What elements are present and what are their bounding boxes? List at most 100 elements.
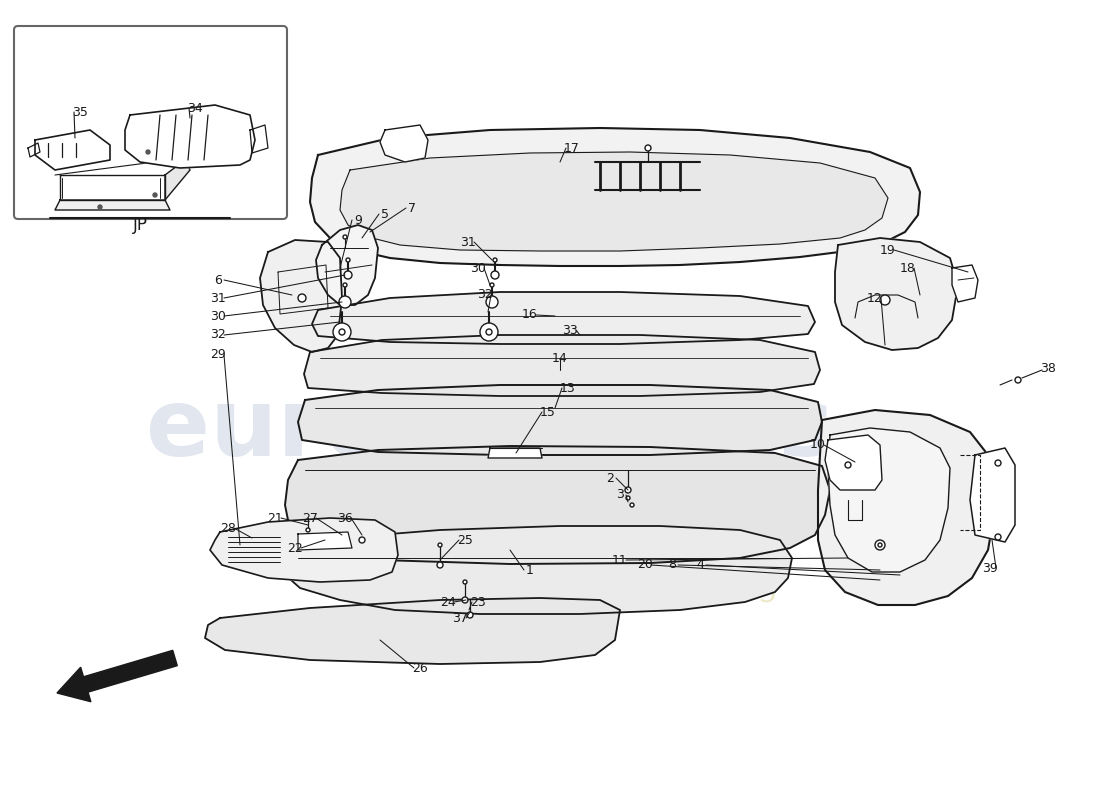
Text: 34: 34 [187, 102, 202, 114]
Circle shape [625, 487, 631, 493]
Circle shape [306, 528, 310, 532]
Text: 1: 1 [526, 563, 534, 577]
Circle shape [339, 329, 345, 335]
Circle shape [462, 597, 468, 603]
Circle shape [491, 271, 499, 279]
Circle shape [437, 562, 443, 568]
Text: 30: 30 [470, 262, 486, 274]
Circle shape [344, 271, 352, 279]
Text: 13: 13 [560, 382, 576, 394]
Circle shape [153, 193, 157, 197]
Polygon shape [55, 200, 170, 210]
Text: 31: 31 [210, 291, 225, 305]
Text: 32: 32 [210, 329, 225, 342]
Circle shape [486, 296, 498, 308]
Text: 2: 2 [606, 471, 614, 485]
Text: 39: 39 [982, 562, 998, 574]
Text: 16: 16 [522, 309, 538, 322]
Text: 14: 14 [552, 351, 568, 365]
Polygon shape [280, 526, 792, 614]
Polygon shape [340, 152, 888, 251]
Circle shape [630, 503, 634, 507]
Text: 31: 31 [460, 235, 476, 249]
Circle shape [359, 537, 365, 543]
Polygon shape [304, 335, 820, 396]
Circle shape [463, 580, 467, 584]
Text: 36: 36 [337, 511, 353, 525]
Polygon shape [260, 240, 342, 352]
Text: 30: 30 [210, 310, 225, 322]
Text: 11: 11 [612, 554, 628, 566]
Text: 33: 33 [562, 323, 578, 337]
FancyArrow shape [57, 650, 177, 702]
Circle shape [146, 150, 150, 154]
Circle shape [490, 283, 494, 287]
Text: 22: 22 [287, 542, 303, 554]
Circle shape [878, 543, 882, 547]
Polygon shape [35, 130, 110, 170]
Text: 19: 19 [880, 243, 895, 257]
Text: 4: 4 [696, 558, 704, 571]
Text: 7: 7 [408, 202, 416, 214]
Polygon shape [310, 128, 920, 266]
Circle shape [493, 258, 497, 262]
Circle shape [996, 534, 1001, 540]
Text: 9: 9 [354, 214, 362, 226]
Text: 6: 6 [214, 274, 222, 286]
Text: 25: 25 [458, 534, 473, 546]
Text: eurocarparts: eurocarparts [146, 384, 834, 476]
Polygon shape [285, 446, 830, 564]
Polygon shape [835, 238, 958, 350]
Polygon shape [970, 448, 1015, 542]
Polygon shape [298, 532, 352, 550]
Circle shape [480, 323, 498, 341]
Polygon shape [379, 125, 428, 162]
Circle shape [339, 296, 351, 308]
Circle shape [98, 205, 102, 209]
Circle shape [468, 612, 473, 618]
Polygon shape [488, 448, 542, 458]
Circle shape [845, 462, 851, 468]
Text: 12: 12 [867, 291, 883, 305]
Text: 28: 28 [220, 522, 235, 534]
Polygon shape [250, 125, 268, 153]
Text: 20: 20 [637, 558, 653, 571]
Text: 35: 35 [73, 106, 88, 118]
Text: 10: 10 [810, 438, 826, 451]
Circle shape [486, 329, 492, 335]
Text: 17: 17 [564, 142, 580, 154]
Text: 32: 32 [477, 289, 493, 302]
Circle shape [645, 145, 651, 151]
Text: 24: 24 [440, 595, 455, 609]
Polygon shape [312, 292, 815, 344]
Polygon shape [205, 598, 620, 664]
Circle shape [996, 460, 1001, 466]
Text: 29: 29 [210, 349, 225, 362]
Text: 8: 8 [668, 558, 676, 571]
Text: 18: 18 [900, 262, 916, 274]
Circle shape [438, 543, 442, 547]
Circle shape [874, 540, 886, 550]
Circle shape [346, 258, 350, 262]
Circle shape [343, 235, 346, 239]
Text: 27: 27 [302, 511, 318, 525]
Polygon shape [828, 428, 950, 572]
Polygon shape [316, 225, 378, 305]
Polygon shape [298, 385, 822, 455]
Text: a passion for parts since 1965: a passion for parts since 1965 [402, 532, 779, 608]
FancyBboxPatch shape [14, 26, 287, 219]
Polygon shape [165, 160, 190, 200]
Polygon shape [952, 265, 978, 302]
Text: 23: 23 [470, 595, 486, 609]
Polygon shape [60, 175, 165, 200]
Text: 26: 26 [412, 662, 428, 674]
Circle shape [333, 323, 351, 341]
Circle shape [880, 295, 890, 305]
Polygon shape [28, 143, 40, 157]
Text: 5: 5 [381, 207, 389, 221]
Text: 15: 15 [540, 406, 556, 418]
Circle shape [1015, 377, 1021, 383]
Polygon shape [210, 518, 398, 582]
Text: 3: 3 [616, 489, 624, 502]
Text: 38: 38 [1041, 362, 1056, 374]
